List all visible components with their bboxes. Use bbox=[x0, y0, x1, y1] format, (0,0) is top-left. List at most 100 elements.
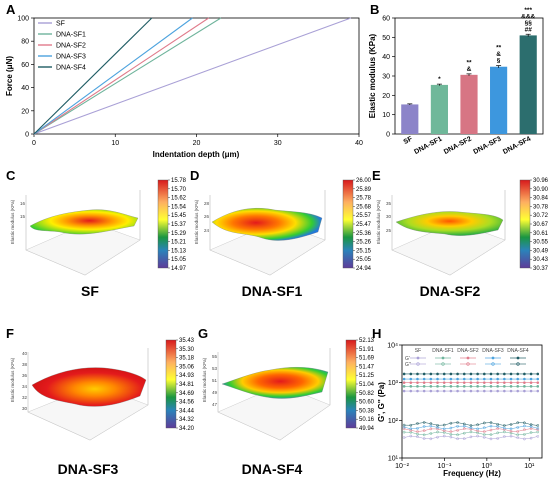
storage-point bbox=[429, 385, 433, 388]
legend-label-dna-sf2: DNA-SF2 bbox=[56, 43, 86, 50]
colorbar-tick-label: 50.38 bbox=[359, 408, 375, 414]
storage-point bbox=[496, 389, 499, 393]
loss-point bbox=[422, 429, 426, 433]
colorbar-tick-label: 24.94 bbox=[356, 266, 372, 272]
loss-point bbox=[449, 430, 453, 433]
legend-storage-label: G' bbox=[405, 356, 410, 362]
loss-point bbox=[456, 424, 459, 428]
plot-area-h bbox=[401, 344, 543, 459]
x-tick-label-b: DNA-SF2 bbox=[443, 136, 473, 156]
colorbar-ticks-e: 30.96 30.90 30.84 30.78 30.72 30.67 30.61 30.55… bbox=[530, 178, 549, 272]
legend-h: SF DNA-SF1 DNA-SF2 DNA-SF3 DNA-SF4 G'G'' bbox=[405, 348, 529, 368]
colorbar-tick-label: 25.89 bbox=[356, 187, 372, 193]
loss-point bbox=[422, 425, 426, 428]
x-tick-label-a: 0 bbox=[32, 140, 36, 147]
storage-point bbox=[469, 372, 473, 376]
axes-h: 10⁻² 10⁻¹ 10⁰ 10¹ 10¹ 10² 10³ 10⁴ bbox=[387, 343, 535, 471]
loss-point bbox=[456, 421, 459, 424]
loss-point bbox=[449, 421, 453, 425]
legend-storage-marker bbox=[416, 356, 420, 360]
storage-point bbox=[409, 385, 413, 388]
y-tick-label-a: 60 bbox=[21, 62, 29, 69]
colorbar-tick-label: 30.84 bbox=[533, 196, 549, 202]
panel-letter-g: G bbox=[198, 326, 208, 341]
storage-point bbox=[462, 389, 466, 393]
storage-point bbox=[489, 385, 493, 388]
storage-point bbox=[469, 385, 473, 388]
z-tick-label: 34 bbox=[22, 384, 28, 389]
z-axis-title-g: Elastic modulus (KPa) bbox=[202, 357, 207, 402]
storage-point bbox=[409, 372, 413, 376]
storage-point bbox=[416, 385, 419, 388]
storage-point bbox=[523, 385, 526, 388]
storage-point bbox=[536, 381, 540, 384]
loss-line-dna-sf1 bbox=[404, 431, 538, 436]
storage-point bbox=[462, 372, 466, 376]
loss-point bbox=[536, 427, 540, 430]
loss-point bbox=[416, 432, 419, 436]
loss-point bbox=[523, 437, 526, 441]
significance-mark: & bbox=[467, 66, 472, 73]
legend-storage-marker bbox=[516, 356, 520, 360]
panel-a: A 0 10 20 30 40 0 20 40 60 80 100 SF DNA-SF1 DNA-SF2… bbox=[5, 2, 363, 159]
z-tick-label: 30 bbox=[22, 406, 28, 411]
loss-point bbox=[416, 422, 419, 425]
loss-point bbox=[529, 436, 533, 440]
storage-point bbox=[456, 377, 459, 381]
storage-point bbox=[429, 372, 433, 376]
series-lines-a bbox=[33, 17, 352, 135]
storage-point bbox=[536, 389, 540, 393]
loss-point bbox=[476, 431, 479, 435]
storage-point bbox=[436, 377, 439, 381]
colorbar-tick-label: 51.91 bbox=[359, 347, 375, 353]
storage-point bbox=[422, 377, 426, 381]
storage-point bbox=[476, 389, 479, 393]
colorbar-tick-label: 25.57 bbox=[356, 213, 372, 219]
z-axis-title-d: Elastic modulus (KPa) bbox=[194, 199, 199, 244]
colorbar-tick-label: 26.00 bbox=[356, 178, 372, 184]
storage-point bbox=[483, 372, 486, 376]
colorbar-tick-label: 15.13 bbox=[171, 248, 187, 254]
loss-point bbox=[436, 427, 439, 431]
loss-point bbox=[482, 421, 486, 425]
colorbar-tick-label: 30.90 bbox=[533, 187, 549, 193]
storage-point bbox=[509, 389, 513, 393]
colorbar-tick-label: 51.69 bbox=[359, 356, 375, 362]
storage-point bbox=[429, 389, 433, 393]
colorbar-tick-label: 25.36 bbox=[356, 231, 372, 237]
z-tick-label: 51 bbox=[212, 378, 218, 383]
z-tick-label: 35 bbox=[386, 201, 392, 206]
storage-point bbox=[483, 389, 486, 393]
loss-point bbox=[416, 435, 419, 439]
loss-point bbox=[536, 424, 540, 427]
storage-point bbox=[536, 385, 540, 388]
colorbar-tick-label: 50.82 bbox=[359, 391, 375, 397]
x-tick-label-b: DNA-SF3 bbox=[472, 136, 502, 156]
legend-loss-marker bbox=[416, 362, 420, 366]
storage-point bbox=[442, 372, 446, 376]
storage-point bbox=[422, 381, 426, 384]
x-tick-label-b: DNA-SF1 bbox=[413, 136, 443, 156]
storage-point bbox=[516, 377, 520, 381]
storage-point bbox=[489, 389, 493, 393]
y-axis-title-b: Elastic modulus (KPa) bbox=[368, 33, 377, 118]
loss-point bbox=[523, 421, 526, 425]
colorbar-tick-label: 25.68 bbox=[356, 204, 372, 210]
x-tick-label-a: 40 bbox=[355, 140, 363, 147]
loss-point bbox=[402, 427, 406, 431]
loss-point bbox=[516, 426, 520, 429]
colorbar-tick-label: 25.78 bbox=[356, 196, 372, 202]
colorbar-tick-label: 15.54 bbox=[171, 204, 187, 210]
colorbar-tick-label: 34.69 bbox=[179, 391, 195, 397]
z-tick-label: 53 bbox=[212, 366, 218, 371]
legend-label-dna-sf1: DNA-SF1 bbox=[56, 32, 86, 39]
storage-point bbox=[483, 381, 486, 384]
storage-point bbox=[496, 381, 499, 384]
y-tick-label-b: 50 bbox=[382, 35, 390, 42]
storage-point bbox=[456, 389, 459, 393]
storage-point bbox=[476, 381, 479, 384]
colorbar-tick-label: 34.56 bbox=[179, 400, 195, 406]
colorbar-tick-label: 50.60 bbox=[359, 400, 375, 406]
z-axis-title-e: Elastic modulus (KPa) bbox=[376, 199, 381, 244]
storage-point bbox=[442, 389, 446, 393]
